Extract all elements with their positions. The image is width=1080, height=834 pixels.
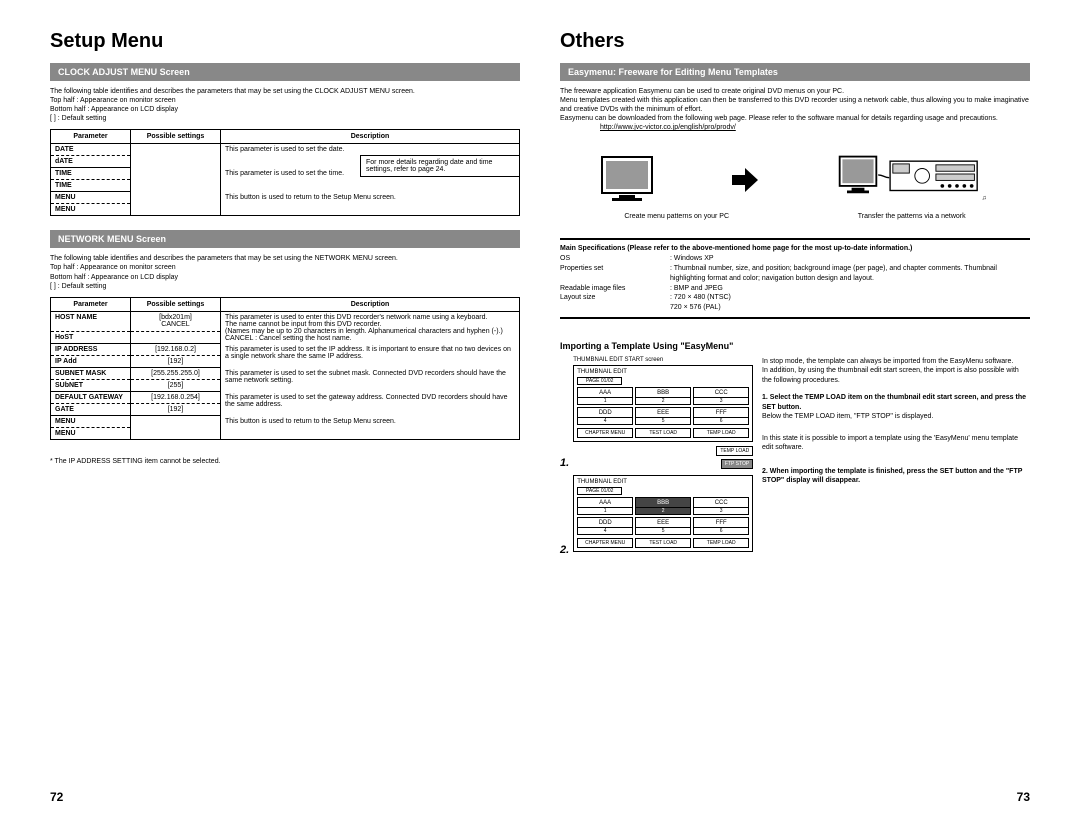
th-parameter: Parameter (51, 130, 131, 144)
others-title: Others (560, 30, 1030, 53)
page-number-right: 73 (560, 790, 1030, 804)
diagram-captions: Create menu patterns on your PC Transfer… (560, 213, 1030, 220)
th-settings: Possible settings (131, 130, 221, 144)
network-intro: The following table identifies and descr… (50, 254, 520, 290)
network-section-bar: NETWORK MENU Screen (50, 230, 520, 248)
thumbnail-panel-1: THUMBNAIL EDIT PAGE 01/02 AAA1 BBB2 CCC3… (573, 365, 753, 442)
easymenu-url[interactable]: http://www.jvc-victor.co.jp/english/pro/… (600, 123, 1030, 132)
import-subhead: Importing a Template Using "EasyMenu" (560, 341, 1030, 351)
instructions: In stop mode, the template can always be… (762, 357, 1030, 562)
clock-note-box: For more details regarding date and time… (360, 155, 520, 177)
easymenu-intro: The freeware application Easymenu can be… (560, 87, 1030, 132)
setup-menu-title: Setup Menu (50, 30, 520, 53)
network-footnote: * The IP ADDRESS SETTING item cannot be … (50, 458, 520, 465)
right-page: Others Easymenu: Freeware for Editing Me… (560, 30, 1030, 804)
th-parameter: Parameter (51, 297, 131, 311)
arrow-icon (730, 165, 760, 197)
thumbnail-panel-2: THUMBNAIL EDIT PAGE 01/02 AAA1 BBB2 CCC3… (573, 475, 753, 552)
clock-section-bar: CLOCK ADJUST MENU Screen (50, 63, 520, 81)
device-icon: ♫ (833, 152, 993, 209)
clock-table-wrap: Parameter Possible settings Description … (50, 129, 520, 230)
svg-text:♫: ♫ (982, 195, 987, 202)
th-description: Description (221, 297, 520, 311)
pc-icon (597, 155, 657, 207)
clock-intro: The following table identifies and descr… (50, 87, 520, 123)
page-number-left: 72 (50, 790, 520, 804)
th-settings: Possible settings (131, 297, 221, 311)
easymenu-section-bar: Easymenu: Freeware for Editing Menu Temp… (560, 63, 1030, 81)
left-page: Setup Menu CLOCK ADJUST MENU Screen The … (50, 30, 520, 804)
th-description: Description (221, 130, 520, 144)
import-section: 1. THUMBNAIL EDIT START screen THUMBNAIL… (560, 357, 1030, 562)
diagram-row: ♫ (560, 152, 1030, 209)
thumbnail-column: 1. THUMBNAIL EDIT START screen THUMBNAIL… (560, 357, 750, 562)
network-table: Parameter Possible settings Description … (50, 297, 520, 441)
spec-area: Main Specifications (Please refer to the… (560, 238, 1030, 319)
